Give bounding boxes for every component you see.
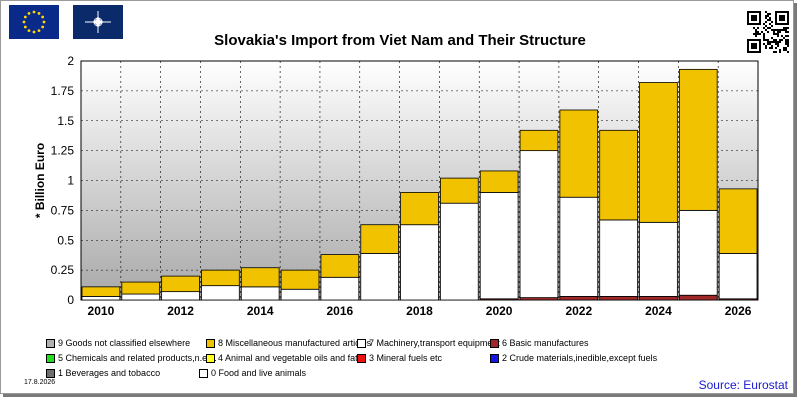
source-label: Source: Eurostat <box>698 378 788 392</box>
legend-swatch <box>46 369 55 378</box>
bar-segment <box>519 129 559 152</box>
bar-segment <box>559 109 599 198</box>
qr-code-icon <box>747 11 789 53</box>
bar-segment <box>440 202 479 301</box>
bar-segment <box>479 170 519 193</box>
nato-flag-icon <box>73 5 123 39</box>
legend-label: 1 Beverages and tobacco <box>58 368 161 378</box>
legend-label: 2 Crude materials,inedible,except fuels <box>502 353 658 363</box>
legend-swatch <box>206 339 215 348</box>
legend-swatch <box>46 339 55 348</box>
legend-label: 4 Animal and vegetable oils and fats <box>218 353 363 363</box>
bar-segment <box>81 286 121 297</box>
legend-swatch <box>357 354 366 363</box>
bar-segment <box>599 296 638 301</box>
x-tick-label: 2022 <box>565 304 592 318</box>
bar-segment <box>559 296 599 301</box>
x-tick-label: 2018 <box>406 304 433 318</box>
y-tick-label: 0 <box>67 293 74 307</box>
y-axis-label: * Billion Euro <box>33 143 47 218</box>
y-tick-label: 1.25 <box>51 144 75 158</box>
bar-segment <box>360 224 399 254</box>
bar-segment <box>678 68 718 211</box>
legend-label: 5 Chemicals and related products,n.e.s. <box>58 353 217 363</box>
bar-segment <box>639 221 678 297</box>
bar-segment <box>678 209 718 296</box>
bar-segment <box>280 288 320 301</box>
bar-segment <box>201 269 240 287</box>
bar-segment <box>280 269 320 290</box>
bar-segment <box>400 192 439 226</box>
bar-segment <box>599 219 638 297</box>
bar-segment <box>639 296 678 301</box>
x-tick-label: 2016 <box>327 304 354 318</box>
y-tick-label: 1 <box>67 174 74 188</box>
bar-segment <box>559 196 599 297</box>
legend-swatch <box>206 354 215 363</box>
bar-segment <box>161 291 200 301</box>
bar-segment <box>479 192 519 300</box>
bar-segment <box>161 275 200 293</box>
bar-segment <box>81 296 121 301</box>
legend-label: 8 Miscellaneous manufactured articles <box>218 338 372 348</box>
eu-flag-icon <box>9 5 59 39</box>
bar-segment <box>121 281 161 295</box>
y-tick-label: 1.5 <box>57 114 74 128</box>
bar-segment <box>519 150 559 299</box>
x-tick-label: 2024 <box>645 304 672 318</box>
bar-segment <box>718 188 758 254</box>
legend-label: 9 Goods not classified elsewhere <box>58 338 191 348</box>
legend-swatch <box>490 339 499 348</box>
bar-segment <box>599 129 638 221</box>
legend-swatch <box>46 354 55 363</box>
bar-segment <box>320 276 360 301</box>
legend-label: 6 Basic manufactures <box>502 338 589 348</box>
x-tick-label: 2026 <box>725 304 752 318</box>
bar-segment <box>320 254 360 278</box>
legend-label: 0 Food and live animals <box>211 368 307 378</box>
legend-swatch <box>490 354 499 363</box>
y-tick-label: 2 <box>67 54 74 68</box>
y-tick-label: 0.5 <box>57 233 74 247</box>
y-tick-label: 1.75 <box>51 84 75 98</box>
chart-title: Slovakia's Import from Viet Nam and Thei… <box>214 32 586 49</box>
y-tick-label: 0.75 <box>51 203 75 217</box>
legend-swatch <box>199 369 208 378</box>
x-tick-label: 2012 <box>167 304 194 318</box>
bar-segment <box>240 267 280 288</box>
date-stamp: 17.8.2026 <box>24 379 56 386</box>
legend-label: 7 Machinery,transport equipment <box>369 338 500 348</box>
legend-swatch <box>357 339 366 348</box>
bar-segment <box>440 177 479 204</box>
bar-segment <box>678 294 718 301</box>
bar-segment <box>639 82 678 223</box>
bar-segment <box>718 252 758 300</box>
bar-segment <box>121 293 161 301</box>
x-tick-label: 2014 <box>247 304 274 318</box>
bar-segment <box>360 252 399 301</box>
x-tick-label: 2010 <box>88 304 115 318</box>
bar-segment <box>400 224 439 301</box>
bar-segment <box>201 285 240 301</box>
x-tick-label: 2020 <box>486 304 513 318</box>
legend-label: 3 Mineral fuels etc <box>369 353 443 363</box>
bar-segment <box>240 286 280 301</box>
y-tick-label: 0.25 <box>51 263 75 277</box>
